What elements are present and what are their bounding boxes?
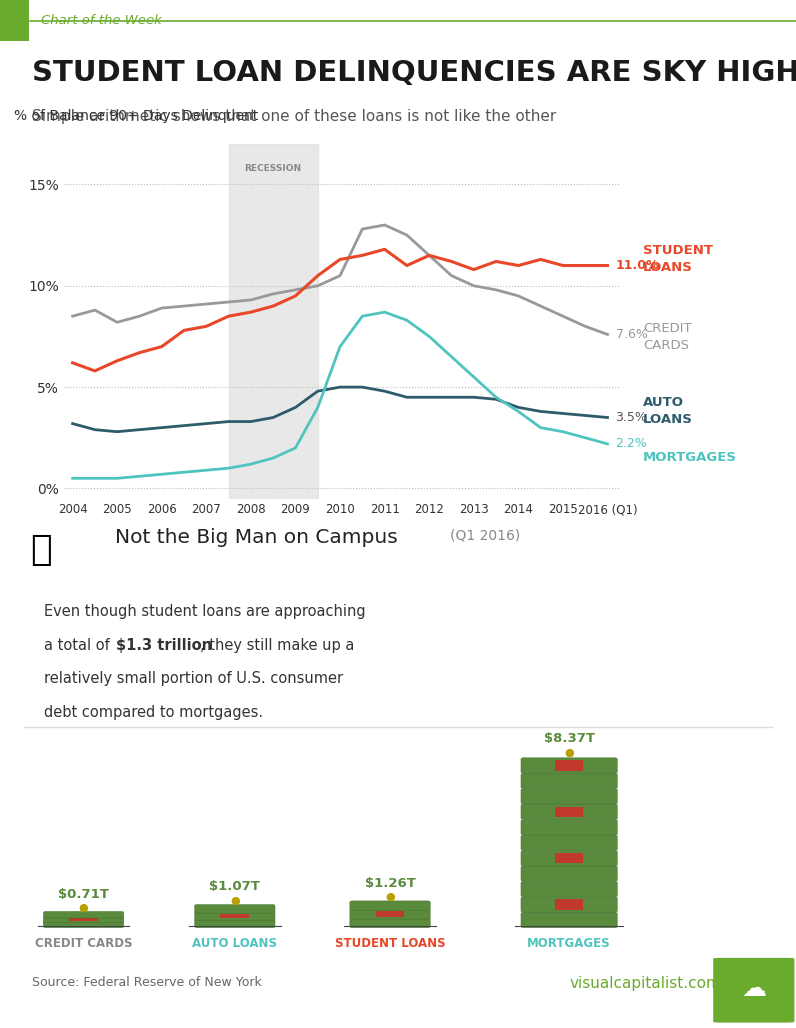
FancyBboxPatch shape: [521, 881, 618, 896]
FancyBboxPatch shape: [713, 958, 794, 1023]
Text: % of Balance 90+ Days Delinquent: % of Balance 90+ Days Delinquent: [14, 109, 258, 122]
Text: visualcapitalist.com: visualcapitalist.com: [569, 976, 721, 991]
Text: relatively small portion of U.S. consumer: relatively small portion of U.S. consume…: [44, 671, 343, 687]
Text: MORTGAGES: MORTGAGES: [643, 451, 737, 464]
Text: $1.07T: $1.07T: [209, 880, 260, 893]
Text: $0.71T: $0.71T: [58, 888, 109, 901]
Text: ●: ●: [564, 748, 574, 758]
Bar: [555, 761, 583, 771]
FancyBboxPatch shape: [521, 773, 618, 788]
Text: ☁: ☁: [741, 978, 767, 1001]
FancyBboxPatch shape: [521, 819, 618, 835]
Text: STUDENT LOAN DELINQUENCIES ARE SKY HIGH: STUDENT LOAN DELINQUENCIES ARE SKY HIGH: [32, 59, 796, 86]
Text: 🎓: 🎓: [30, 533, 52, 566]
Text: Not the Big Man on Campus: Not the Big Man on Campus: [115, 528, 398, 547]
FancyBboxPatch shape: [43, 921, 124, 927]
Text: $1.26T: $1.26T: [365, 877, 416, 889]
Text: 7.6%: 7.6%: [615, 328, 647, 341]
FancyBboxPatch shape: [0, 0, 29, 41]
Text: AUTO
LOANS: AUTO LOANS: [643, 396, 693, 427]
FancyBboxPatch shape: [521, 912, 618, 927]
Text: 2.2%: 2.2%: [615, 437, 647, 450]
FancyBboxPatch shape: [521, 850, 618, 866]
Text: $1.3 trillion: $1.3 trillion: [115, 637, 212, 653]
FancyBboxPatch shape: [521, 896, 618, 912]
FancyBboxPatch shape: [350, 901, 430, 911]
FancyBboxPatch shape: [194, 912, 275, 920]
Text: 11.0%: 11.0%: [615, 259, 659, 272]
Text: ●: ●: [385, 891, 395, 902]
Text: STUDENT
LOANS: STUDENT LOANS: [643, 244, 713, 274]
Bar: [555, 900, 583, 910]
FancyBboxPatch shape: [43, 912, 124, 918]
FancyBboxPatch shape: [194, 919, 275, 927]
FancyBboxPatch shape: [521, 866, 618, 881]
Text: ●: ●: [79, 903, 88, 913]
Text: , they still make up a: , they still make up a: [201, 637, 355, 653]
Bar: [228, 144, 318, 499]
Text: debt compared to mortgages.: debt compared to mortgages.: [44, 705, 263, 720]
FancyBboxPatch shape: [350, 918, 430, 927]
Text: 3.5%: 3.5%: [615, 411, 647, 424]
Text: Chart of the Week: Chart of the Week: [41, 14, 162, 27]
Bar: [376, 912, 404, 917]
Text: MORTGAGES: MORTGAGES: [527, 938, 611, 951]
FancyBboxPatch shape: [521, 804, 618, 819]
Bar: [555, 853, 583, 864]
FancyBboxPatch shape: [43, 916, 124, 923]
Text: (Q1 2016): (Q1 2016): [450, 528, 520, 543]
Text: a total of: a total of: [44, 637, 114, 653]
FancyBboxPatch shape: [521, 758, 618, 773]
Text: $8.37T: $8.37T: [544, 732, 595, 745]
Text: RECESSION: RECESSION: [244, 164, 302, 174]
Text: STUDENT LOANS: STUDENT LOANS: [335, 938, 445, 951]
Bar: [555, 807, 583, 817]
FancyBboxPatch shape: [194, 905, 275, 913]
Text: Simple arithmetic shows that one of these loans is not like the other: Simple arithmetic shows that one of thes…: [32, 109, 556, 124]
Bar: [69, 918, 98, 921]
Text: ●: ●: [230, 895, 240, 906]
FancyBboxPatch shape: [521, 835, 618, 850]
Text: Even though student loans are approaching: Even though student loans are approachin…: [44, 604, 365, 619]
FancyBboxPatch shape: [350, 910, 430, 919]
Text: Source: Federal Reserve of New York: Source: Federal Reserve of New York: [32, 976, 262, 989]
Text: CREDIT CARDS: CREDIT CARDS: [35, 938, 132, 951]
FancyBboxPatch shape: [521, 788, 618, 804]
Text: CREDIT
CARDS: CREDIT CARDS: [643, 322, 692, 353]
Text: AUTO LOANS: AUTO LOANS: [193, 938, 277, 951]
Bar: [220, 914, 249, 918]
